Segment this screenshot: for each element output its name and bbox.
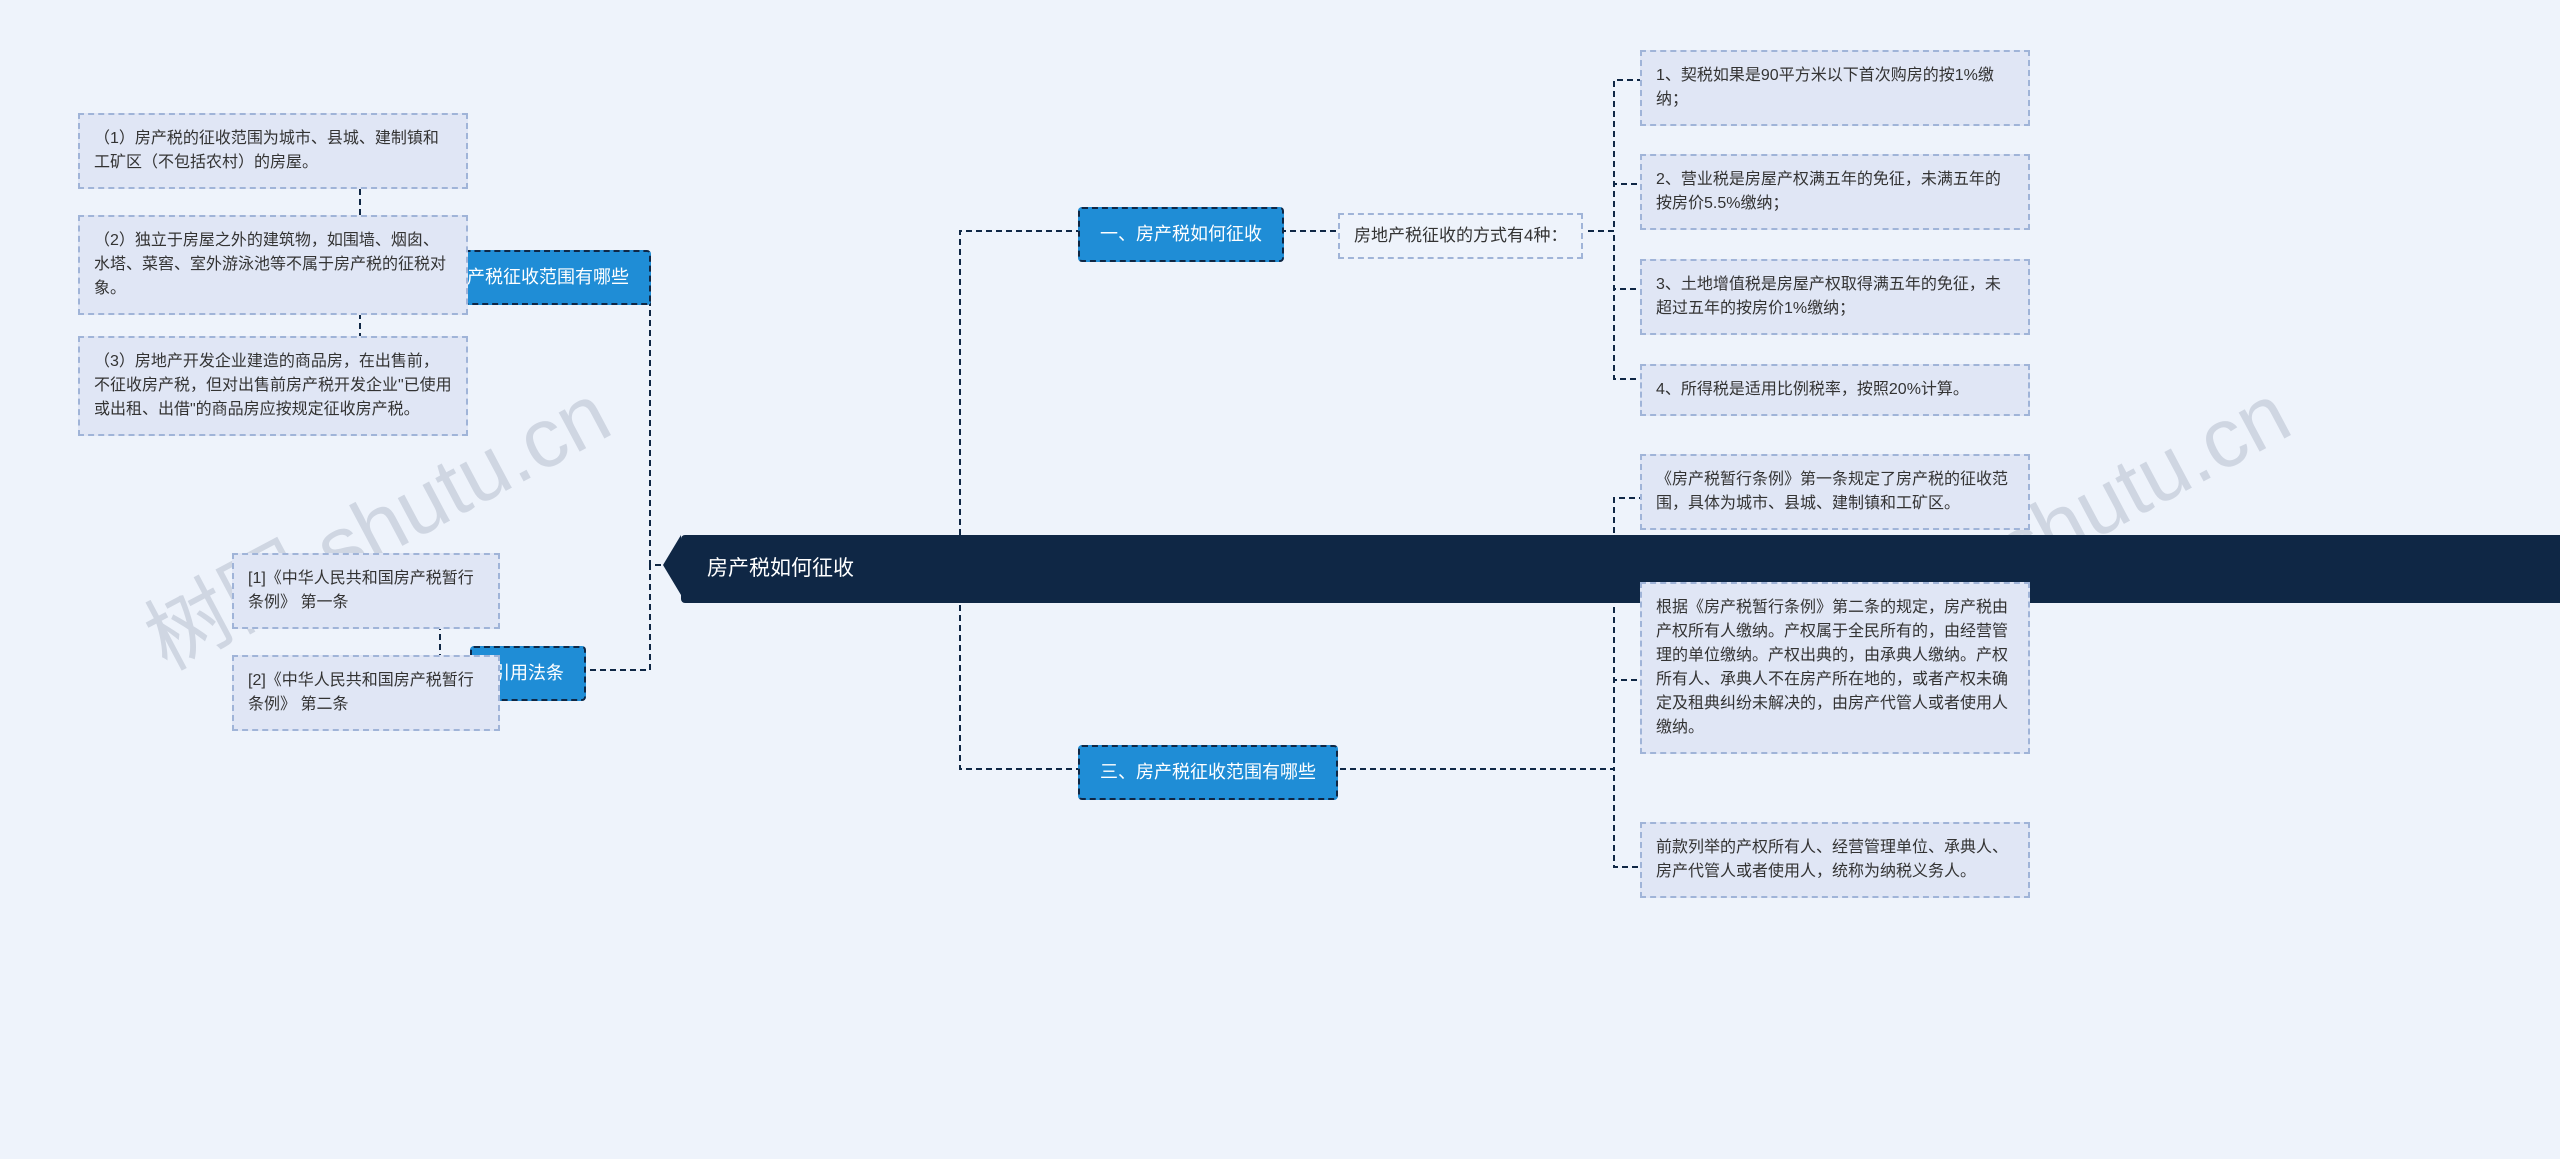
intermediate-1[interactable]: 房地产税征收的方式有4种： (1338, 213, 1583, 259)
leaf-4a[interactable]: [1]《中华人民共和国房产税暂行条例》 第一条 (232, 553, 500, 629)
branch-3[interactable]: 三、房产税征收范围有哪些 (1078, 745, 1338, 800)
leaf-1d[interactable]: 4、所得税是适用比例税率，按照20%计算。 (1640, 364, 2030, 416)
root-node[interactable]: 房产税如何征收 (681, 535, 2560, 603)
leaf-2c-text: （3）房地产开发企业建造的商品房，在出售前，不征收房产税，但对出售前房产税开发企… (94, 353, 452, 418)
root-label: 房产税如何征收 (707, 557, 854, 580)
leaf-2b[interactable]: （2）独立于房屋之外的建筑物，如围墙、烟囱、水塔、菜窖、室外游泳池等不属于房产税… (78, 215, 468, 315)
leaf-3b-text: 根据《房产税暂行条例》第二条的规定，房产税由产权所有人缴纳。产权属于全民所有的，… (1656, 599, 2008, 736)
leaf-3b[interactable]: 根据《房产税暂行条例》第二条的规定，房产税由产权所有人缴纳。产权属于全民所有的，… (1640, 582, 2030, 754)
leaf-1c[interactable]: 3、土地增值税是房屋产权取得满五年的免征，未超过五年的按房价1%缴纳； (1640, 259, 2030, 335)
leaf-1b[interactable]: 2、营业税是房屋产权满五年的免征，未满五年的按房价5.5%缴纳； (1640, 154, 2030, 230)
leaf-2a[interactable]: （1）房产税的征收范围为城市、县城、建制镇和工矿区（不包括农村）的房屋。 (78, 113, 468, 189)
leaf-1d-text: 4、所得税是适用比例税率，按照20%计算。 (1656, 381, 1969, 398)
leaf-4b[interactable]: [2]《中华人民共和国房产税暂行条例》 第二条 (232, 655, 500, 731)
leaf-3c[interactable]: 前款列举的产权所有人、经营管理单位、承典人、房产代管人或者使用人，统称为纳税义务… (1640, 822, 2030, 898)
leaf-1a-text: 1、契税如果是90平方米以下首次购房的按1%缴纳； (1656, 67, 1994, 108)
leaf-4a-text: [1]《中华人民共和国房产税暂行条例》 第一条 (248, 570, 474, 611)
leaf-2a-text: （1）房产税的征收范围为城市、县城、建制镇和工矿区（不包括农村）的房屋。 (94, 130, 439, 171)
branch-1[interactable]: 一、房产税如何征收 (1078, 207, 1284, 262)
branch-1-label: 一、房产税如何征收 (1100, 224, 1262, 244)
intermediate-1-label: 房地产税征收的方式有4种： (1354, 226, 1567, 245)
leaf-1c-text: 3、土地增值税是房屋产权取得满五年的免征，未超过五年的按房价1%缴纳； (1656, 276, 2001, 317)
leaf-2b-text: （2）独立于房屋之外的建筑物，如围墙、烟囱、水塔、菜窖、室外游泳池等不属于房产税… (94, 232, 446, 297)
leaf-4b-text: [2]《中华人民共和国房产税暂行条例》 第二条 (248, 672, 474, 713)
branch-3-label: 三、房产税征收范围有哪些 (1100, 762, 1316, 782)
leaf-1a[interactable]: 1、契税如果是90平方米以下首次购房的按1%缴纳； (1640, 50, 2030, 126)
leaf-3a-text: 《房产税暂行条例》第一条规定了房产税的征收范围，具体为城市、县城、建制镇和工矿区… (1656, 471, 2008, 512)
leaf-3a[interactable]: 《房产税暂行条例》第一条规定了房产税的征收范围，具体为城市、县城、建制镇和工矿区… (1640, 454, 2030, 530)
branch-4-label: 引用法条 (492, 663, 564, 683)
leaf-3c-text: 前款列举的产权所有人、经营管理单位、承典人、房产代管人或者使用人，统称为纳税义务… (1656, 839, 2008, 880)
leaf-2c[interactable]: （3）房地产开发企业建造的商品房，在出售前，不征收房产税，但对出售前房产税开发企… (78, 336, 468, 436)
leaf-1b-text: 2、营业税是房屋产权满五年的免征，未满五年的按房价5.5%缴纳； (1656, 171, 2001, 212)
